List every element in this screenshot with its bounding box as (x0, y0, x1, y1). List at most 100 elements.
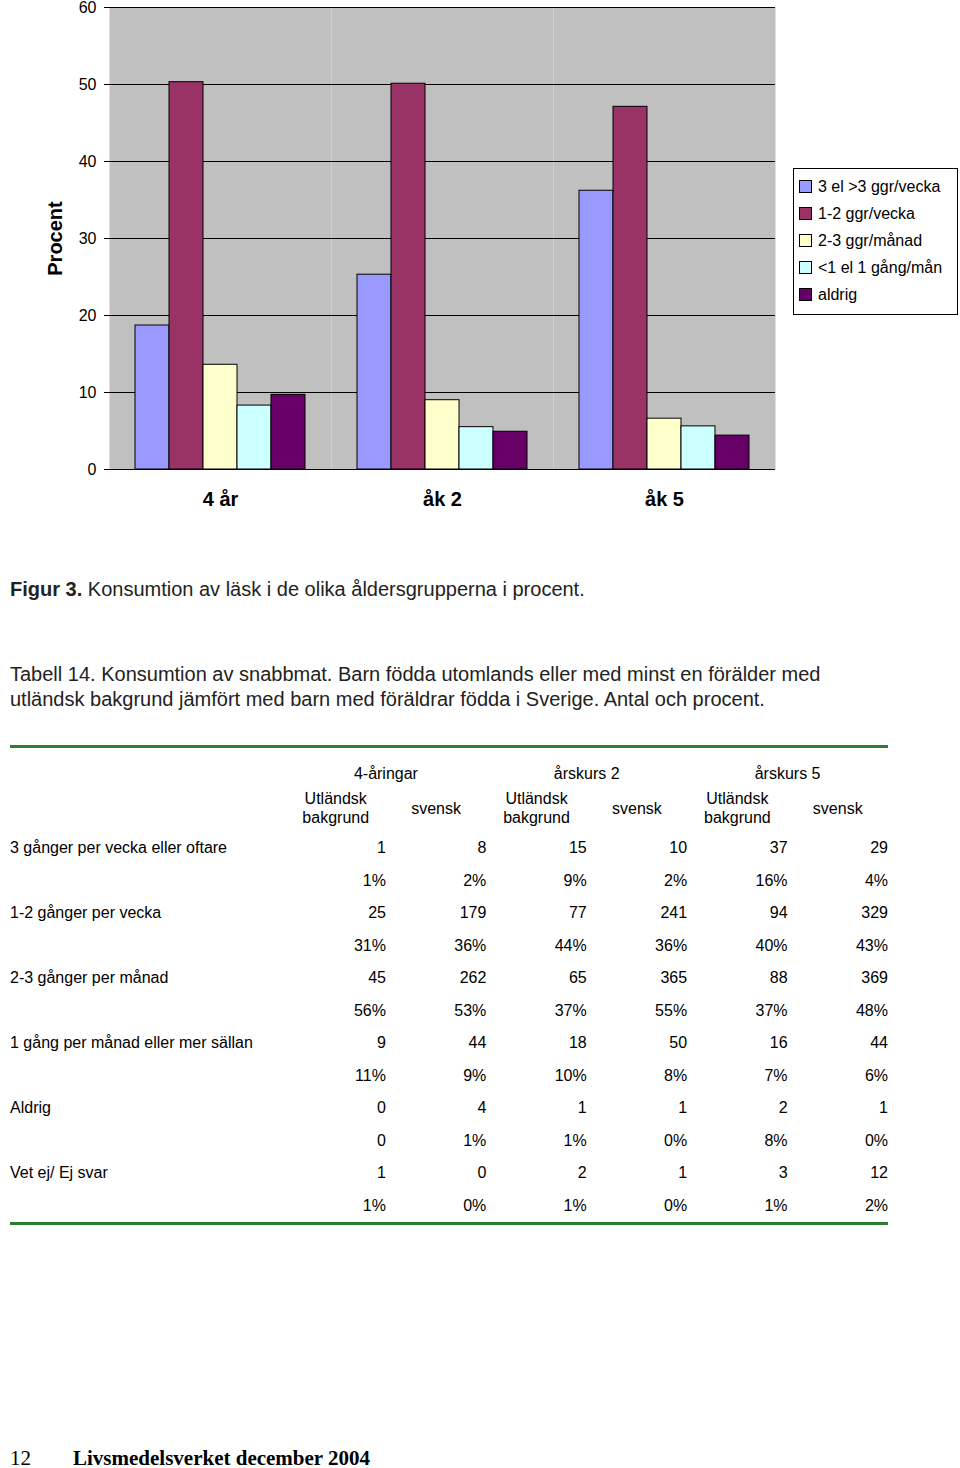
html-text:18: 18 (568, 1034, 587, 1052)
html-text:4%: 4% (864, 871, 888, 889)
html-text:44%: 44% (554, 936, 587, 954)
html-text:37%: 37% (755, 1001, 788, 1019)
html-text:2%: 2% (664, 871, 688, 889)
svg-text:40: 40 (79, 153, 97, 170)
html-text:48%: 48% (856, 1001, 888, 1019)
svg-text:åk 2: åk 2 (423, 488, 462, 510)
html-text:37%: 37% (554, 1001, 587, 1019)
html-text:10: 10 (669, 839, 688, 857)
html-text:25: 25 (368, 904, 386, 922)
html-text:36%: 36% (454, 936, 487, 954)
html-text:369: 369 (861, 969, 888, 987)
html-text:50: 50 (669, 1034, 688, 1052)
svg-text:4 år: 4 år (203, 488, 239, 510)
html-text:6%: 6% (864, 1066, 888, 1084)
html-text:15: 15 (568, 839, 587, 857)
html-text:2-3 ggr/månad: 2-3 ggr/månad (818, 231, 923, 249)
html-text:0%: 0% (864, 1131, 888, 1149)
html-text:8%: 8% (664, 1066, 688, 1084)
html-text:Vet ej/ Ej svar: Vet ej/ Ej svar (10, 1164, 108, 1182)
svg-text:30: 30 (79, 230, 97, 247)
html-text:0%: 0% (664, 1196, 688, 1214)
html-text:1: 1 (678, 1099, 688, 1117)
html-text:0%: 0% (664, 1131, 688, 1149)
svg-text:60: 60 (79, 0, 97, 16)
html-text:1%: 1% (362, 1196, 386, 1214)
html-text:365: 365 (660, 969, 688, 987)
svg-text:0: 0 (88, 461, 97, 478)
html-text:3 el >3 ggr/vecka: 3 el >3 ggr/vecka (818, 177, 941, 195)
html-text:4: 4 (477, 1099, 487, 1117)
html-text:29: 29 (870, 839, 888, 857)
html-text:Utländsk bakgrund: Utländsk bakgrund (704, 790, 771, 826)
html-text:3 gånger per vecka eller oftar: 3 gånger per vecka eller oftare (10, 839, 227, 857)
html-text:241: 241 (660, 904, 688, 922)
svg-text:10: 10 (79, 384, 97, 401)
html-text:1 gång per månad eller mer säl: 1 gång per månad eller mer sällan (10, 1034, 253, 1052)
html-text:16%: 16% (755, 871, 788, 889)
html-text:36%: 36% (655, 936, 688, 954)
html-text:1: 1 (377, 839, 386, 857)
html-text:77: 77 (568, 904, 587, 922)
html-text:9%: 9% (563, 871, 587, 889)
html-text:40%: 40% (755, 936, 788, 954)
html-text:8%: 8% (764, 1131, 788, 1149)
svg-text:Procent: Procent (44, 201, 66, 276)
html-text:55%: 55% (655, 1001, 688, 1019)
html-text:1%: 1% (463, 1131, 487, 1149)
html-text:43%: 43% (856, 936, 888, 954)
html-text:10%: 10% (554, 1066, 587, 1084)
html-text:Utländsk bakgrund: Utländsk bakgrund (503, 790, 570, 826)
svg-text:50: 50 (79, 76, 97, 93)
html-text:3: 3 (778, 1164, 788, 1182)
html-text:44: 44 (468, 1034, 487, 1052)
html-text:1%: 1% (563, 1131, 587, 1149)
html-text:2-3 gånger per månad: 2-3 gånger per månad (10, 969, 169, 987)
html-text:1%: 1% (362, 871, 386, 889)
html-text:svensk: svensk (612, 799, 662, 817)
html-text:16: 16 (769, 1034, 788, 1052)
html-text:262: 262 (459, 969, 487, 987)
html-text:Aldrig: Aldrig (10, 1099, 51, 1117)
html-text:1-2 gånger per vecka: 1-2 gånger per vecka (10, 904, 162, 922)
html-text:1-2 ggr/vecka: 1-2 ggr/vecka (818, 204, 915, 222)
html-text:<1 el 1 gång/mån: <1 el 1 gång/mån (818, 258, 943, 276)
html-text:56%: 56% (353, 1001, 386, 1019)
svg-text:åk 5: åk 5 (645, 488, 684, 510)
html-text:årskurs 2: årskurs 2 (553, 765, 620, 782)
html-text:94: 94 (769, 904, 788, 922)
html-text:53%: 53% (454, 1001, 487, 1019)
html-text:svensk: svensk (411, 799, 461, 817)
html-text:8: 8 (477, 839, 487, 857)
html-text:årskurs 5: årskurs 5 (754, 765, 821, 782)
html-text:329: 329 (861, 904, 888, 922)
html-text:88: 88 (769, 969, 788, 987)
html-text:65: 65 (568, 969, 587, 987)
html-text:45: 45 (368, 969, 386, 987)
html-text:Utländsk bakgrund: Utländsk bakgrund (302, 790, 370, 826)
html-text:1%: 1% (764, 1196, 788, 1214)
html-text:1: 1 (577, 1099, 587, 1117)
html-text:1: 1 (678, 1164, 688, 1182)
html-text:11%: 11% (355, 1066, 386, 1084)
html-text:Tabell 14. Konsumtion av snabb: Tabell 14. Konsumtion av snabbmat. Barn … (10, 663, 821, 710)
html-text:4-åringar: 4-åringar (353, 765, 418, 782)
html-text:2%: 2% (463, 871, 487, 889)
html-text:7%: 7% (764, 1066, 788, 1084)
html-text:37: 37 (769, 839, 788, 857)
html-text:9%: 9% (463, 1066, 487, 1084)
html-text:2: 2 (778, 1099, 788, 1117)
html-text:0%: 0% (463, 1196, 487, 1214)
html-text:1%: 1% (563, 1196, 587, 1214)
html-text:12: 12 (870, 1164, 888, 1182)
html-text:svensk: svensk (812, 799, 863, 817)
html-text:aldrig: aldrig (818, 285, 858, 303)
html-text:2: 2 (577, 1164, 587, 1182)
svg-text:20: 20 (79, 307, 97, 324)
html-text:2%: 2% (864, 1196, 888, 1214)
html-text:44: 44 (870, 1034, 888, 1052)
html-text:0: 0 (477, 1164, 487, 1182)
html-text:31%: 31% (353, 936, 386, 954)
html-text:179: 179 (459, 904, 487, 922)
html-text:Figur 3. Konsumtion av läsk i: Figur 3. Konsumtion av läsk i de olika å… (10, 578, 585, 600)
